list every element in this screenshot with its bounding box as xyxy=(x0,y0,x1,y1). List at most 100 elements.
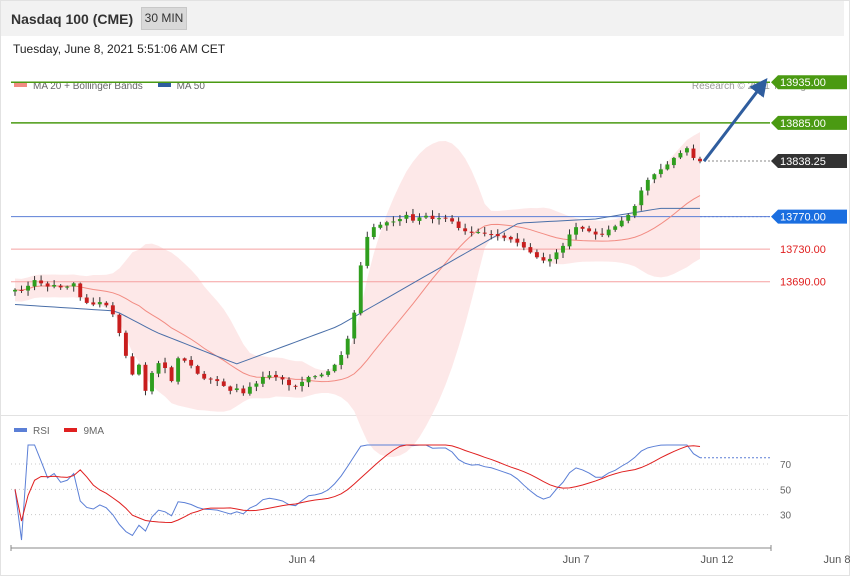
candle xyxy=(645,177,650,196)
legend-swatch-9ma xyxy=(64,428,78,433)
rsi-line xyxy=(14,444,701,541)
candle xyxy=(254,381,259,392)
candle-body xyxy=(417,217,422,221)
candle xyxy=(469,226,474,237)
candle xyxy=(567,229,572,250)
candle xyxy=(561,242,565,258)
candle-body xyxy=(658,169,663,175)
candle-body xyxy=(352,312,357,339)
candle-body xyxy=(384,222,389,226)
level-pivot-3-tag xyxy=(771,209,847,224)
candle xyxy=(306,375,311,388)
candle xyxy=(430,210,435,224)
candle xyxy=(600,228,605,237)
candle-body xyxy=(476,232,481,234)
candle-body xyxy=(19,289,24,291)
candle xyxy=(332,363,337,373)
candle-body xyxy=(241,388,246,394)
candle xyxy=(150,370,154,395)
level-last-2-label: 13838.25 xyxy=(780,156,826,168)
candle xyxy=(45,281,50,292)
candle xyxy=(541,252,546,264)
ma20-line xyxy=(14,195,701,383)
candle-body xyxy=(156,363,161,374)
candle xyxy=(163,357,168,374)
legend-item-ma50: MA 50 xyxy=(157,81,205,92)
legend-swatch-ma20 xyxy=(14,83,27,88)
candle xyxy=(410,208,415,223)
candle-body xyxy=(345,338,350,355)
candle-body xyxy=(195,366,200,374)
candle xyxy=(176,356,181,385)
candle-body xyxy=(319,374,324,377)
candle-body xyxy=(287,379,291,386)
candle xyxy=(300,376,305,392)
candle xyxy=(619,216,624,228)
candle-body xyxy=(639,190,644,206)
candle-body xyxy=(78,283,83,298)
candle xyxy=(652,173,657,184)
candle-body xyxy=(215,379,220,382)
candle-body xyxy=(567,234,572,247)
candle-body xyxy=(123,332,128,356)
candle xyxy=(463,223,468,235)
candle xyxy=(52,280,57,289)
candle xyxy=(574,222,579,240)
timeframe-button[interactable]: 30 MIN xyxy=(141,7,187,30)
candle xyxy=(424,212,428,219)
candle-body xyxy=(358,265,363,314)
candle xyxy=(671,156,676,169)
candle-body xyxy=(130,356,135,375)
candle-body xyxy=(443,217,448,219)
candle xyxy=(313,375,318,380)
rsi-9ma-line xyxy=(14,444,701,524)
candle-body xyxy=(339,355,344,365)
candle xyxy=(632,204,637,219)
candle xyxy=(528,243,533,254)
candle xyxy=(593,228,598,240)
candle-body xyxy=(176,358,181,382)
legend-item-9ma: 9MA xyxy=(64,426,104,437)
candle-body xyxy=(365,236,370,266)
level-support-4-label: 13730.00 xyxy=(780,244,826,256)
candle xyxy=(587,225,592,233)
candle xyxy=(117,313,122,337)
candle xyxy=(691,144,696,161)
candle-body xyxy=(65,286,70,288)
ma50-line xyxy=(14,207,700,365)
candle xyxy=(613,224,618,232)
candle-body xyxy=(424,215,428,218)
legend-swatch-rsi xyxy=(14,428,27,433)
candle-body xyxy=(143,364,148,391)
candle-body xyxy=(163,362,168,369)
candle xyxy=(698,156,702,164)
candle-body xyxy=(554,252,559,260)
candle-body xyxy=(678,153,683,158)
candle-body xyxy=(541,257,546,261)
candle xyxy=(371,223,376,240)
legend-label-ma50: MA 50 xyxy=(176,81,205,92)
candle-body xyxy=(613,226,618,230)
candle xyxy=(417,213,422,225)
legend-label-rsi: RSI xyxy=(33,426,50,437)
candle-body xyxy=(652,174,657,180)
x-tick-jun-4: Jun 4 xyxy=(289,554,316,566)
candle-body xyxy=(371,227,376,238)
timestamp: Tuesday, June 8, 2021 5:51:06 AM CET xyxy=(13,42,226,56)
candle xyxy=(234,383,239,393)
candle xyxy=(287,377,291,391)
candle xyxy=(508,235,513,243)
candle-body xyxy=(267,375,272,378)
candle xyxy=(489,230,494,240)
candle xyxy=(534,249,539,259)
candle-body xyxy=(469,231,474,233)
candle-body xyxy=(45,283,50,287)
candle-body xyxy=(150,372,154,392)
candle xyxy=(247,382,252,396)
candle xyxy=(228,385,233,395)
candle-body xyxy=(574,227,579,235)
candle xyxy=(189,356,194,369)
candle-body xyxy=(58,285,63,288)
candle xyxy=(123,330,128,359)
candle-body xyxy=(606,229,611,236)
